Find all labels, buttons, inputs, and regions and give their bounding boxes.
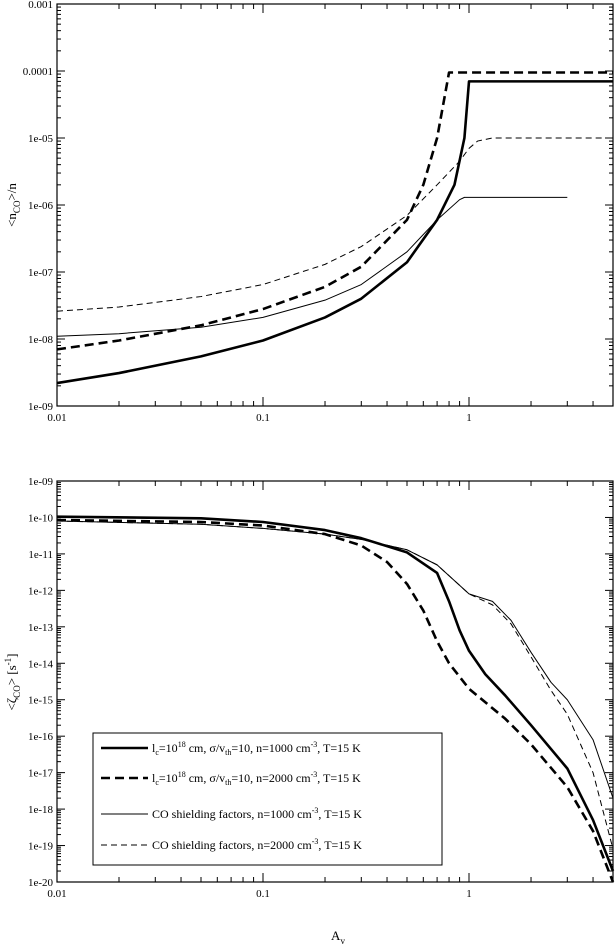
bottom-series-group — [56, 515, 615, 883]
bottom-x-tick-label: 1 — [466, 888, 472, 900]
top-series-thin-dashed — [56, 137, 613, 312]
top-y-tick-label: 1e-07 — [28, 267, 54, 279]
legend-box — [92, 732, 443, 866]
legend-label-3: CO shielding factors, n=1000 cm-3, T=15 … — [152, 806, 362, 821]
top-x-tick-label: 1 — [466, 412, 472, 424]
top-x-tick-label: 0.01 — [47, 412, 66, 424]
bottom-x-tick-label: 0.01 — [47, 888, 66, 900]
bottom-y-tick-label: 1e-11 — [28, 549, 53, 561]
legend-label-4: CO shielding factors, n=2000 cm-3, T=15 … — [152, 837, 362, 852]
bottom-series-thick-solid — [56, 515, 615, 872]
top-x-tick-label: 0.1 — [256, 412, 270, 424]
x-axis-label: Av — [331, 928, 345, 946]
legend-label-2: lc=1018 cm, σ/vth=10, n=2000 cm-3, T=15 … — [152, 770, 361, 787]
bottom-y-tick-label: 1e-12 — [28, 585, 53, 597]
bottom-y-tick-label: 1e-19 — [28, 841, 54, 853]
bottom-axis-ticks: 1e-20 1e-19 1e-18 1e-17 1e-16 1e-15 1e-14 1e-13… — [28, 476, 613, 900]
bottom-y-axis-label: <ζCO> [s-1] — [3, 653, 22, 710]
bottom-y-tick-label: 1e-20 — [28, 877, 54, 889]
bottom-y-tick-label: 1e-17 — [28, 768, 54, 780]
bottom-y-tick-label: 1e-10 — [28, 512, 54, 524]
legend-label-1: lc=1018 cm, σ/vth=10, n=1000 cm-3, T=15 … — [152, 740, 361, 757]
top-y-axis-label: <nCO>/n — [4, 183, 22, 227]
top-axis-ticks: 1e-09 1e-08 1e-07 1e-06 1e-05 0.0001 0.001 0.01… — [23, 0, 613, 424]
top-y-tick-label: 1e-09 — [28, 401, 54, 413]
bottom-x-tick-label: 0.1 — [256, 888, 270, 900]
top-series-thin-solid — [56, 196, 568, 337]
bottom-y-tick-label: 1e-18 — [28, 804, 54, 816]
bottom-y-tick-label: 1e-14 — [28, 658, 54, 670]
legend: lc=1018 cm, σ/vth=10, n=1000 cm-3, T=15 … — [92, 732, 443, 866]
bottom-y-tick-label: 1e-09 — [28, 476, 54, 488]
top-y-tick-label: 1e-05 — [28, 133, 54, 145]
top-series-group — [56, 71, 613, 385]
top-y-tick-label: 0.001 — [28, 0, 53, 11]
bottom-y-tick-label: 1e-15 — [28, 695, 54, 707]
bottom-y-tick-label: 1e-13 — [28, 622, 54, 634]
bottom-series-thin-solid — [56, 520, 614, 799]
top-y-tick-label: 1e-06 — [28, 200, 54, 212]
top-y-tick-label: 1e-08 — [28, 334, 54, 346]
top-y-tick-label: 0.0001 — [23, 66, 53, 78]
top-series-thick-dashed — [56, 71, 613, 351]
bottom-y-tick-label: 1e-16 — [28, 731, 54, 743]
bottom-plot-frame — [56, 480, 614, 883]
top-plot-frame — [56, 3, 614, 407]
